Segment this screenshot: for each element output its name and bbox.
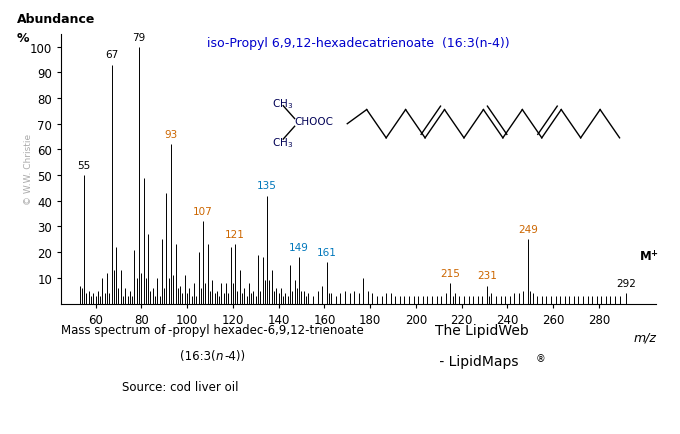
Text: 79: 79 <box>133 33 146 43</box>
Text: © W.W. Christie: © W.W. Christie <box>24 134 33 205</box>
Text: Source: cod liver oil: Source: cod liver oil <box>122 380 239 393</box>
Text: 215: 215 <box>441 268 460 278</box>
Text: 292: 292 <box>617 279 636 289</box>
Text: m/z: m/z <box>633 331 656 344</box>
Text: i: i <box>162 323 165 336</box>
Text: ®: ® <box>536 354 545 364</box>
Text: Abundance: Abundance <box>16 13 95 26</box>
Text: 231: 231 <box>477 271 497 281</box>
Text: CH$_3$: CH$_3$ <box>272 135 293 149</box>
Text: (16:3(: (16:3( <box>180 349 216 362</box>
Text: The LipidWeb: The LipidWeb <box>435 323 529 337</box>
Text: +: + <box>651 249 658 258</box>
Text: 107: 107 <box>193 207 213 217</box>
Text: 161: 161 <box>317 248 337 258</box>
Text: 121: 121 <box>225 230 245 240</box>
Text: - LipidMaps: - LipidMaps <box>435 354 519 368</box>
Text: 55: 55 <box>78 161 90 171</box>
Text: 93: 93 <box>165 130 177 140</box>
Text: -4)): -4)) <box>224 349 245 362</box>
Text: n: n <box>216 349 223 362</box>
Text: %: % <box>16 32 29 45</box>
Text: iso-Propyl 6,9,12-hexadecatrienoate  (16:3(n-4)): iso-Propyl 6,9,12-hexadecatrienoate (16:… <box>207 37 510 50</box>
Text: CH$_3$: CH$_3$ <box>272 97 293 111</box>
Text: M: M <box>640 250 652 263</box>
Text: Mass spectrum of: Mass spectrum of <box>61 323 169 336</box>
Text: 149: 149 <box>289 243 309 253</box>
Text: 249: 249 <box>518 225 538 235</box>
Text: 135: 135 <box>257 181 277 191</box>
Text: CHOOC: CHOOC <box>294 117 334 127</box>
Text: 67: 67 <box>105 50 118 60</box>
Text: -propyl hexadec-6,9,12-trienoate: -propyl hexadec-6,9,12-trienoate <box>168 323 364 336</box>
